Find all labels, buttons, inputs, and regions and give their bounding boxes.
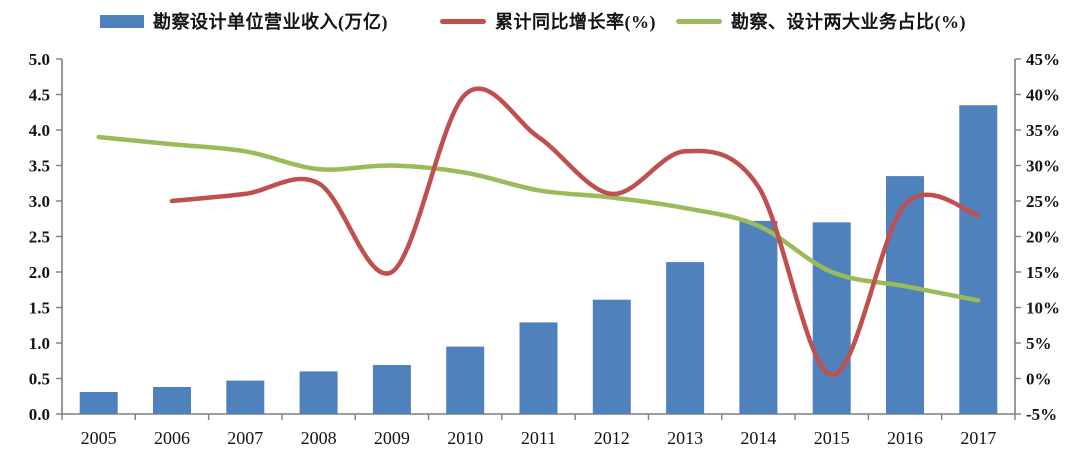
x-tick-label-2007: 2007	[227, 428, 263, 448]
bar-2017	[959, 105, 998, 414]
bar-2012	[592, 299, 631, 414]
bar-2011	[519, 322, 558, 414]
business-share-line	[96, 134, 981, 303]
legend-label-revenue: 勘察设计单位营业收入(万亿)	[153, 12, 388, 32]
y-left-tick-label: 1.5	[29, 299, 50, 318]
bar-2005	[79, 392, 118, 414]
y-left-tick-label: 0.5	[29, 370, 50, 389]
bar-2010	[446, 346, 485, 414]
x-tick-label-2017: 2017	[960, 428, 996, 448]
y-right-tick-label: -5%	[1026, 405, 1057, 424]
x-tick-label-2011: 2011	[521, 428, 556, 448]
y-left-tick-label: 4.5	[29, 86, 50, 105]
y-left-tick-label: 2.0	[29, 263, 50, 282]
y-right-tick-label: 20%	[1026, 228, 1060, 247]
growth-rate-line	[169, 86, 981, 378]
y-right-tick-label: 25%	[1026, 192, 1060, 211]
x-tick-label-2006: 2006	[154, 428, 190, 448]
x-tick-label-2005: 2005	[81, 428, 117, 448]
legend-item-revenue: 勘察设计单位营业收入(万亿)	[100, 6, 388, 36]
bar-2016	[886, 176, 924, 414]
legend-line-swatch-icon	[676, 18, 722, 24]
y-left-tick-label: 4.0	[29, 121, 50, 140]
bar-2009	[372, 365, 411, 414]
legend-line-swatch-icon	[440, 18, 486, 24]
legend-item-growth-rate: 累计同比增长率(%)	[440, 6, 656, 36]
x-tick-label-2008: 2008	[301, 428, 337, 448]
x-tick-label-2012: 2012	[594, 428, 630, 448]
y-left-tick-label: 3.0	[29, 192, 50, 211]
legend-item-business-share: 勘察、设计两大业务占比(%)	[676, 6, 966, 36]
bar-2015	[812, 222, 851, 414]
bar-2006	[153, 387, 191, 414]
bar-2007	[226, 380, 265, 414]
x-tick-label-2016: 2016	[887, 428, 923, 448]
legend-label-growth-rate: 累计同比增长率(%)	[495, 12, 656, 32]
y-right-tick-label: 10%	[1026, 299, 1060, 318]
y-right-tick-label: 45%	[1026, 50, 1060, 69]
bar-2013	[666, 262, 705, 414]
y-right-tick-label: 30%	[1026, 157, 1060, 176]
y-left-tick-label: 3.5	[29, 157, 50, 176]
x-tick-label-2014: 2014	[740, 428, 776, 448]
y-right-tick-label: 0%	[1026, 370, 1052, 389]
bar-2008	[299, 371, 338, 414]
y-right-tick-label: 5%	[1026, 334, 1052, 353]
x-tick-label-2010: 2010	[447, 428, 483, 448]
y-right-tick-label: 35%	[1026, 121, 1060, 140]
x-tick-label-2015: 2015	[814, 428, 850, 448]
y-right-tick-label: 40%	[1026, 86, 1060, 105]
y-left-tick-label: 2.5	[29, 228, 50, 247]
legend-bar-swatch-icon	[100, 14, 144, 28]
y-left-tick-label: 5.0	[29, 50, 50, 69]
y-left-tick-label: 0.0	[29, 405, 50, 424]
bar-2014	[739, 220, 778, 414]
legend-label-business-share: 勘察、设计两大业务占比(%)	[731, 12, 966, 32]
y-right-tick-label: 15%	[1026, 263, 1060, 282]
y-left-tick-label: 1.0	[29, 334, 50, 353]
chart-legend: 勘察设计单位营业收入(万亿) 累计同比增长率(%) 勘察、设计两大业务占比(%)	[0, 0, 1080, 38]
x-tick-label-2013: 2013	[667, 428, 703, 448]
x-tick-label-2009: 2009	[374, 428, 410, 448]
